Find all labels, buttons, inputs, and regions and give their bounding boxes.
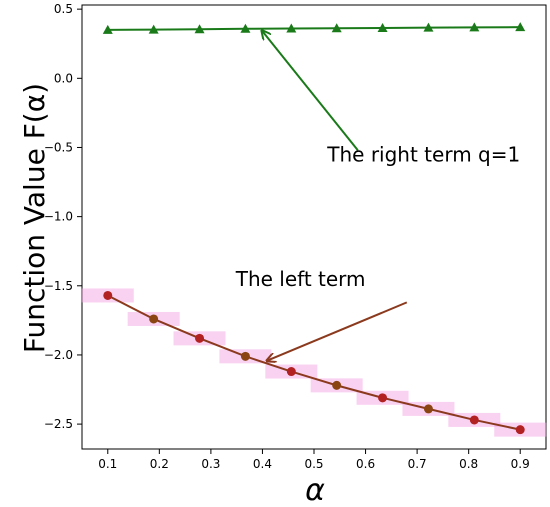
annotation-arrow bbox=[268, 301, 408, 360]
y-tick-label: 0.0 bbox=[54, 71, 73, 85]
x-tick-label: 0.7 bbox=[408, 457, 427, 471]
data-point-circle bbox=[423, 404, 433, 414]
x-tick-label: 0.8 bbox=[459, 457, 478, 471]
x-tick-label: 0.2 bbox=[150, 457, 169, 471]
data-point-circle bbox=[332, 380, 342, 390]
data-point-circle bbox=[286, 367, 296, 377]
data-point-circle bbox=[195, 333, 205, 343]
data-point-triangle bbox=[240, 23, 251, 33]
data-point-circle bbox=[378, 393, 388, 403]
y-axis-ticks: 0.5 0.0 −0.5 −1.0 −1.5 −2.0 −2.5 bbox=[44, 2, 82, 431]
data-point-triangle bbox=[377, 22, 388, 32]
x-tick-label: 0.5 bbox=[304, 457, 323, 471]
x-axis-label: α bbox=[305, 473, 325, 507]
data-point-triangle bbox=[148, 24, 159, 34]
y-tick-label: −2.5 bbox=[44, 417, 73, 431]
annotation-text: The left term bbox=[235, 267, 366, 291]
data-point-circle bbox=[149, 314, 159, 324]
x-tick-label: 0.4 bbox=[253, 457, 272, 471]
annotation-layer: The right term q=1 The left term bbox=[235, 31, 520, 360]
y-tick-label: −2.0 bbox=[44, 348, 73, 362]
data-point-circle bbox=[103, 290, 113, 300]
data-point-triangle bbox=[102, 24, 113, 34]
series-layer bbox=[81, 22, 547, 437]
series-left-term bbox=[103, 290, 525, 435]
data-point-triangle bbox=[515, 22, 526, 32]
x-tick-label: 0.1 bbox=[98, 457, 117, 471]
x-axis-ticks: 0.1 0.2 0.3 0.4 0.5 0.6 0.7 0.8 0.9 bbox=[98, 449, 530, 471]
x-tick-label: 0.6 bbox=[356, 457, 375, 471]
series-right-term bbox=[102, 22, 526, 34]
y-tick-label: −1.0 bbox=[44, 210, 73, 224]
y-tick-label: 0.5 bbox=[54, 2, 73, 16]
data-point-triangle bbox=[331, 23, 342, 33]
series-line bbox=[107, 26, 521, 31]
x-tick-label: 0.3 bbox=[201, 457, 220, 471]
y-tick-label: −0.5 bbox=[44, 140, 73, 154]
data-point-triangle bbox=[469, 22, 480, 32]
annotation-arrow bbox=[262, 31, 359, 151]
data-point-triangle bbox=[286, 23, 297, 33]
x-tick-label: 0.9 bbox=[511, 457, 530, 471]
data-point-circle bbox=[515, 425, 525, 435]
data-point-triangle bbox=[423, 22, 434, 32]
y-axis-label: Function Value F(α) bbox=[18, 83, 51, 353]
series-line bbox=[107, 294, 521, 431]
y-tick-label: −1.5 bbox=[44, 279, 73, 293]
data-point-circle bbox=[240, 351, 250, 361]
data-point-circle bbox=[469, 415, 479, 425]
data-point-triangle bbox=[194, 24, 205, 34]
annotation-text: The right term q=1 bbox=[326, 142, 520, 166]
